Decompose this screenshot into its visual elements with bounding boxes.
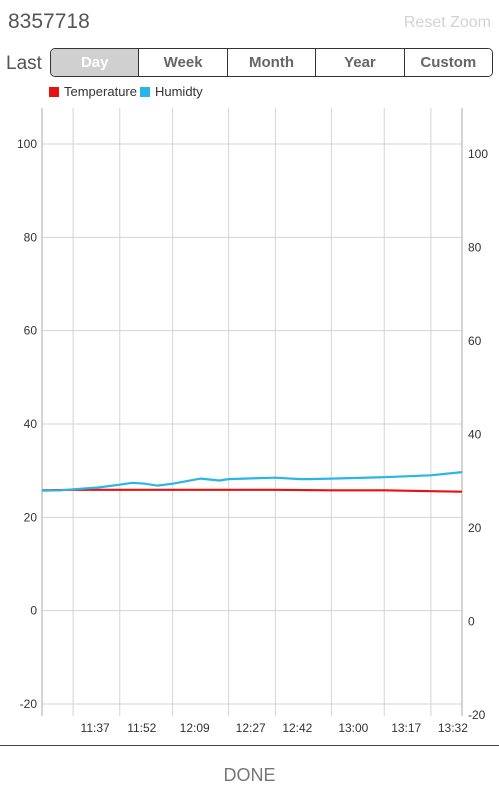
y-right-tick-label: 60 <box>468 334 482 348</box>
y-right-tick-label: 100 <box>468 147 488 161</box>
temperature-series-line <box>41 488 463 493</box>
range-label: Last <box>6 53 42 74</box>
y-left-tick-label: 40 <box>24 417 38 431</box>
reset-zoom-button[interactable]: Reset Zoom <box>403 14 491 31</box>
chart-legend: Temperature Humidty <box>49 84 206 99</box>
range-selector: Day Week Month Year Custom <box>50 48 493 77</box>
y-left-tick-label: 20 <box>24 510 38 524</box>
x-tick-label: 12:27 <box>236 721 266 735</box>
x-tick-label: 11:37 <box>81 721 110 735</box>
range-day-button[interactable]: Day <box>51 49 139 76</box>
line-chart[interactable]: 100 80 60 40 20 0 -20 100 80 60 40 20 0 -20 11:37 11:52… <box>0 100 499 740</box>
y-left-tick-label: -20 <box>20 697 38 711</box>
y-left-tick-label: 100 <box>17 137 37 151</box>
legend-item-temperature[interactable]: Temperature <box>49 84 137 99</box>
range-custom-button[interactable]: Custom <box>403 49 492 76</box>
legend-label-humidity: Humidty <box>154 84 203 99</box>
x-tick-label: 11:52 <box>127 721 156 735</box>
humidity-series-line <box>41 471 463 492</box>
x-tick-label: 13:17 <box>391 721 421 735</box>
temperature-swatch <box>49 86 59 97</box>
done-button[interactable]: DONE <box>223 765 276 785</box>
range-year-button[interactable]: Year <box>315 49 404 76</box>
y-left-tick-label: 0 <box>30 604 37 618</box>
range-week-button[interactable]: Week <box>138 49 227 76</box>
y-right-tick-label: 20 <box>468 521 482 535</box>
y-right-tick-label: 80 <box>468 241 482 255</box>
y-right-tick-label: 40 <box>468 428 482 442</box>
legend-item-humidity[interactable]: Humidty <box>139 84 203 99</box>
x-tick-label: 12:09 <box>180 721 210 735</box>
device-title: 8357718 <box>8 10 90 33</box>
footer-divider <box>0 745 499 746</box>
y-left-tick-label: 60 <box>24 324 38 338</box>
range-month-button[interactable]: Month <box>226 49 316 76</box>
x-tick-label: 12:42 <box>282 721 312 735</box>
y-left-tick-label: 80 <box>24 230 38 244</box>
x-tick-label: 13:32 <box>438 721 468 735</box>
humidity-swatch <box>139 86 150 97</box>
y-right-tick-label: 0 <box>468 615 475 629</box>
y-right-tick-label: -20 <box>468 708 486 722</box>
x-tick-label: 13:00 <box>338 721 368 735</box>
legend-label-temperature: Temperature <box>64 84 137 99</box>
